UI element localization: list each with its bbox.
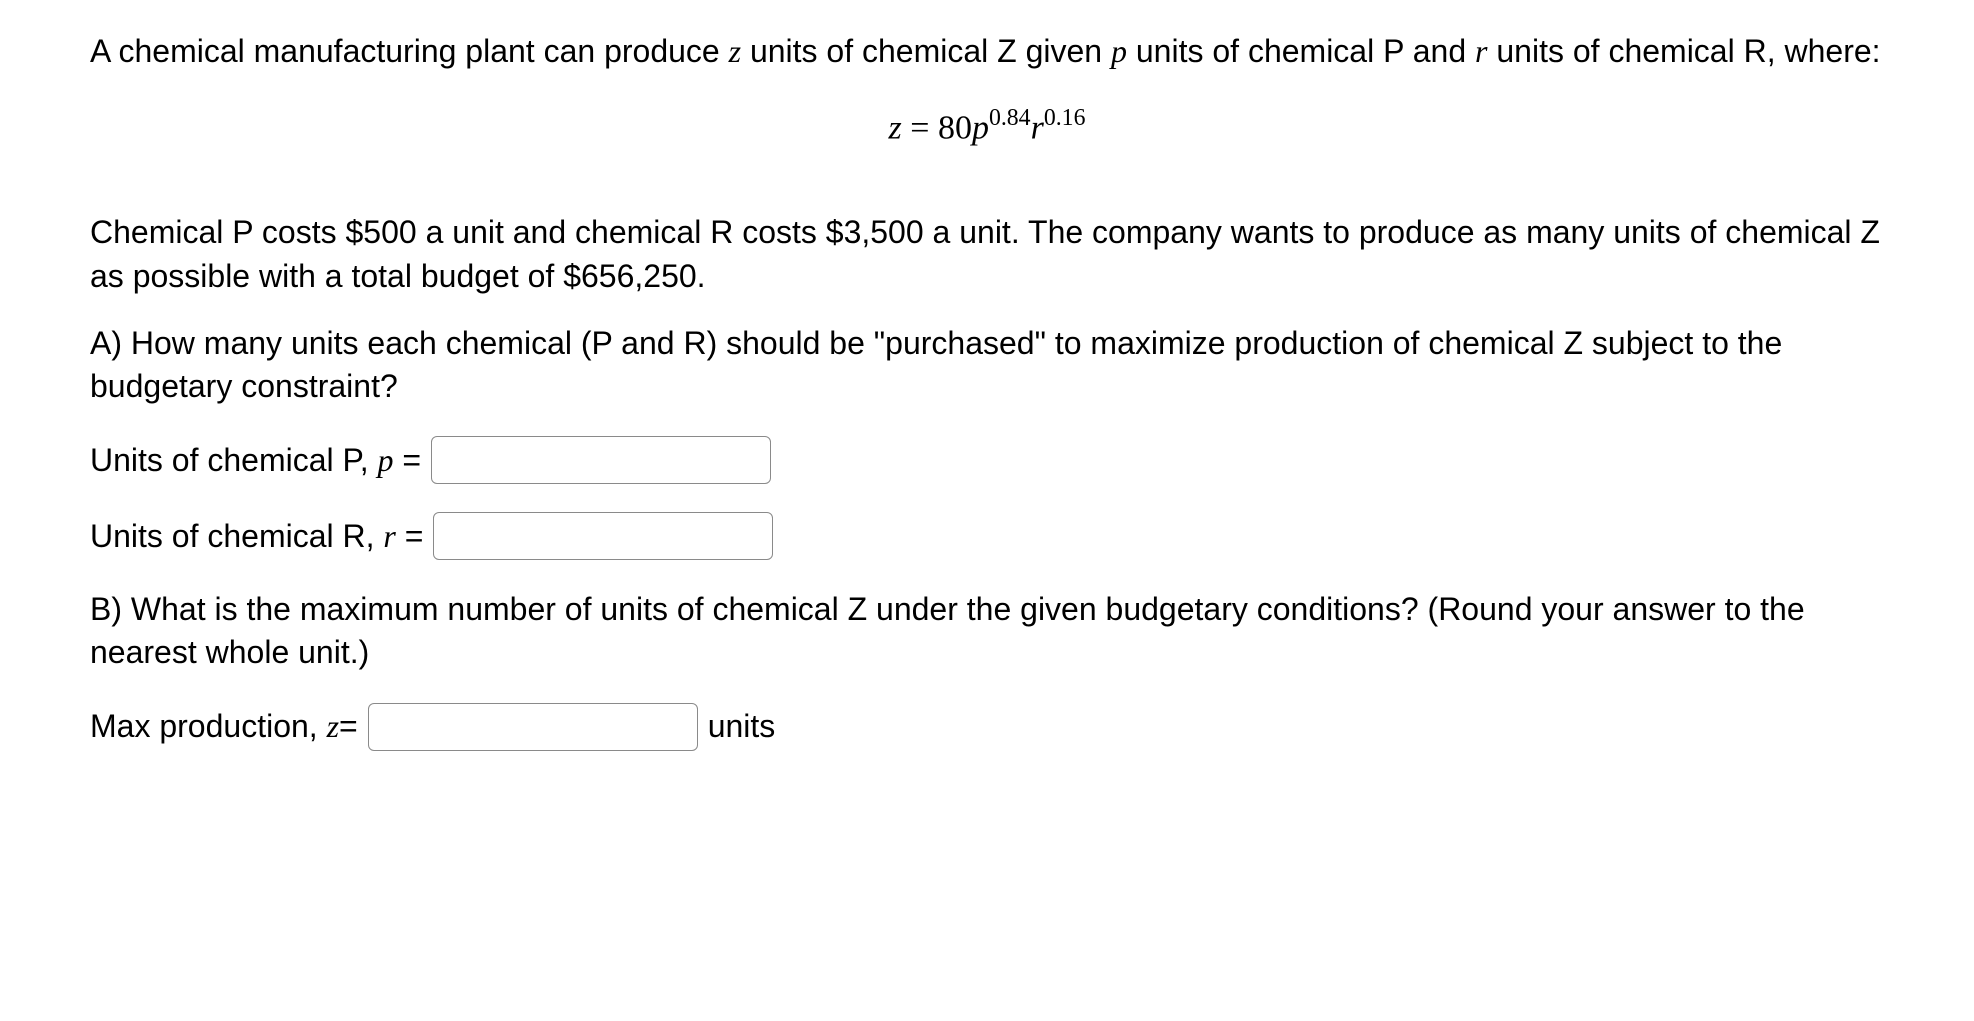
- input-row-r: Units of chemical R, r =: [90, 512, 1884, 560]
- intro-text-pre: A chemical manufacturing plant can produ…: [90, 33, 729, 69]
- part-a-prompt: A) How many units each chemical (P and R…: [90, 322, 1884, 408]
- label-p-var: p: [378, 442, 394, 478]
- eq-base-p: p: [972, 110, 989, 147]
- label-r-var: r: [383, 518, 395, 554]
- eq-equals: =: [902, 110, 938, 147]
- constraint-paragraph: Chemical P costs $500 a unit and chemica…: [90, 211, 1884, 297]
- label-p-post: =: [394, 442, 422, 478]
- intro-text-mid1: units of chemical Z given: [741, 33, 1111, 69]
- eq-coef: 80: [938, 110, 972, 147]
- input-row-p: Units of chemical P, p =: [90, 436, 1884, 484]
- label-p: Units of chemical P, p =: [90, 439, 421, 482]
- input-units-p[interactable]: [431, 436, 771, 484]
- label-r: Units of chemical R, r =: [90, 515, 423, 558]
- eq-base-r: r: [1031, 110, 1044, 147]
- input-units-r[interactable]: [433, 512, 773, 560]
- var-r: r: [1475, 33, 1487, 69]
- label-r-post: =: [396, 518, 424, 554]
- intro-text-mid2: units of chemical P and: [1127, 33, 1475, 69]
- units-label: units: [708, 705, 776, 748]
- label-z-post: =: [339, 708, 358, 744]
- problem-page: A chemical manufacturing plant can produ…: [0, 0, 1974, 1021]
- label-p-pre: Units of chemical P,: [90, 442, 378, 478]
- input-row-z: Max production, z= units: [90, 703, 1884, 751]
- var-z: z: [729, 33, 741, 69]
- intro-paragraph: A chemical manufacturing plant can produ…: [90, 30, 1884, 73]
- eq-exp-r: 0.16: [1044, 105, 1086, 131]
- input-max-z[interactable]: [368, 703, 698, 751]
- var-p: p: [1111, 33, 1127, 69]
- label-z: Max production, z=: [90, 705, 358, 748]
- label-z-var: z: [327, 708, 339, 744]
- eq-exp-p: 0.84: [989, 105, 1031, 131]
- label-z-pre: Max production,: [90, 708, 327, 744]
- eq-lhs: z: [889, 110, 902, 147]
- label-r-pre: Units of chemical R,: [90, 518, 383, 554]
- production-equation: z = 80p0.84r0.16: [90, 103, 1884, 151]
- intro-text-post: units of chemical R, where:: [1487, 33, 1880, 69]
- part-b-prompt: B) What is the maximum number of units o…: [90, 588, 1884, 674]
